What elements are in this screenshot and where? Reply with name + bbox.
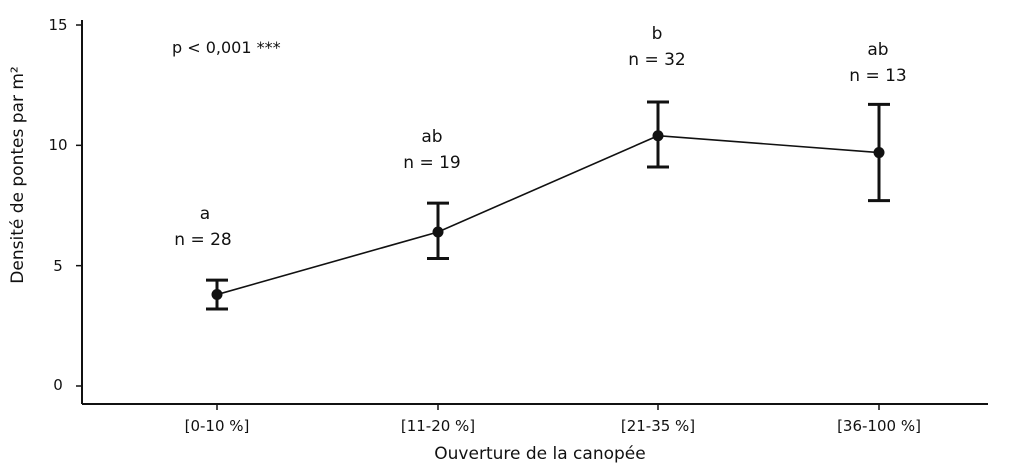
x-tick-label: [36-100 %] <box>837 417 921 435</box>
y-tick-marks <box>76 24 82 387</box>
group-letter: b <box>652 24 663 44</box>
series-line <box>216 134 880 296</box>
n-label: n = 19 <box>403 153 460 173</box>
data-point <box>873 147 885 159</box>
x-axis-title: Ouverture de la canopée <box>434 444 645 464</box>
y-tick-label: 0 <box>53 376 63 394</box>
y-tick-label: 15 <box>48 16 67 34</box>
group-letter: ab <box>421 127 442 147</box>
n-label: n = 13 <box>849 66 906 86</box>
x-tick-marks <box>216 404 880 410</box>
y-tick-label: 5 <box>53 257 63 275</box>
x-tick-label: [0-10 %] <box>185 417 250 435</box>
x-tick-label: [11-20 %] <box>401 417 475 435</box>
n-label: n = 28 <box>174 230 231 250</box>
group-letter: a <box>200 204 210 224</box>
series-mean <box>216 134 880 296</box>
p-value-annotation: p < 0,001 *** <box>172 38 281 57</box>
point-annotations: a n = 28 ab n = 19 b n = 32 ab n = 13 <box>174 24 906 250</box>
x-axis: [0-10 %] [11-20 %] [21-35 %] [36-100 %] … <box>82 403 988 464</box>
n-label: n = 32 <box>628 50 685 70</box>
y-axis: 0 5 10 15 Densité de pontes par m² <box>8 16 83 404</box>
y-tick-label: 10 <box>48 136 67 154</box>
data-points <box>211 130 885 301</box>
y-axis-title: Densité de pontes par m² <box>8 66 28 283</box>
data-point <box>432 226 444 238</box>
data-point <box>652 130 664 142</box>
data-point <box>211 289 223 301</box>
error-bars <box>206 100 890 311</box>
x-tick-label: [21-35 %] <box>621 417 695 435</box>
group-letter: ab <box>867 40 888 60</box>
